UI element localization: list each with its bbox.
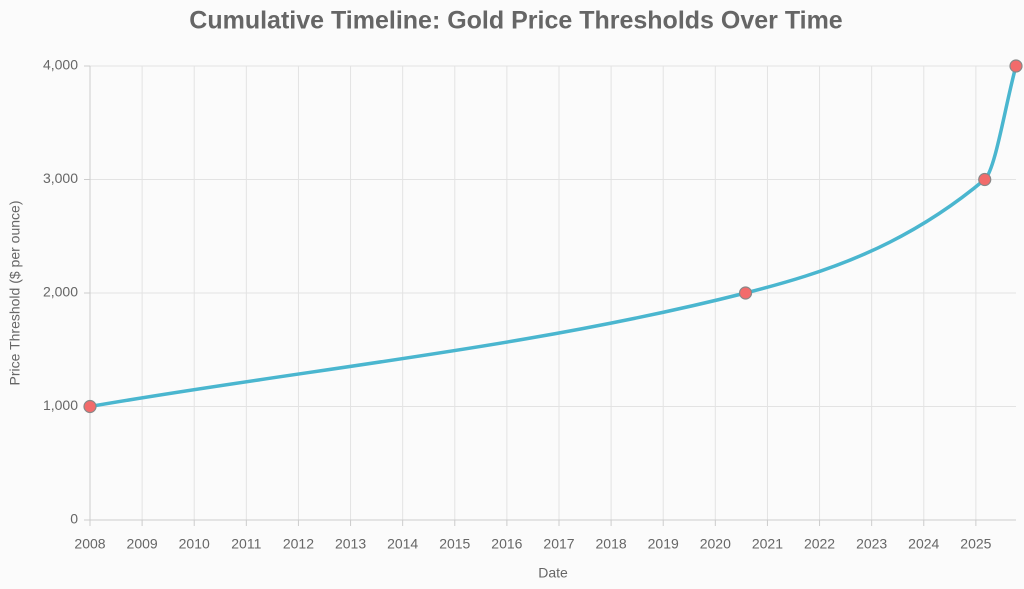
x-tick-label: 2024	[908, 536, 939, 552]
x-tick-label: 2017	[543, 536, 574, 552]
y-tick-label: 3,000	[43, 170, 78, 186]
x-tick-label: 2016	[491, 536, 522, 552]
marker	[1009, 59, 1023, 73]
x-tick-label: 2019	[648, 536, 679, 552]
line	[89, 65, 1018, 409]
x-tick-label: 2011	[231, 536, 261, 552]
x-tick-label: 2009	[127, 536, 158, 552]
x-tick-label: 2010	[179, 536, 210, 552]
x-tick-label: 2018	[596, 536, 627, 552]
x-tick-label: 2022	[804, 536, 835, 552]
y-tick-label: 0	[70, 511, 78, 527]
x-tick-label: 2015	[439, 536, 470, 552]
x-tick-label: 2012	[283, 536, 314, 552]
x-tick-label: 2025	[960, 536, 991, 552]
y-tick-label: 4,000	[43, 57, 78, 73]
x-tick-label: 2021	[752, 536, 783, 552]
x-tick-label: 2023	[856, 536, 887, 552]
x-axis-label: Date	[538, 565, 568, 581]
x-tick-label: 2008	[74, 536, 105, 552]
x-tick-label: 2014	[387, 536, 418, 552]
x-tick-label: 2020	[700, 536, 731, 552]
chart-title: Cumulative Timeline: Gold Price Threshol…	[189, 7, 843, 35]
marker	[978, 172, 992, 187]
marker	[738, 286, 753, 300]
y-tick-label: 1,000	[43, 397, 78, 413]
y-tick-label: 2,000	[43, 284, 78, 300]
y-axis-label: Price Threshold ($ per ounce)	[7, 201, 23, 386]
marker	[83, 399, 97, 414]
x-tick-label: 2013	[335, 536, 366, 552]
